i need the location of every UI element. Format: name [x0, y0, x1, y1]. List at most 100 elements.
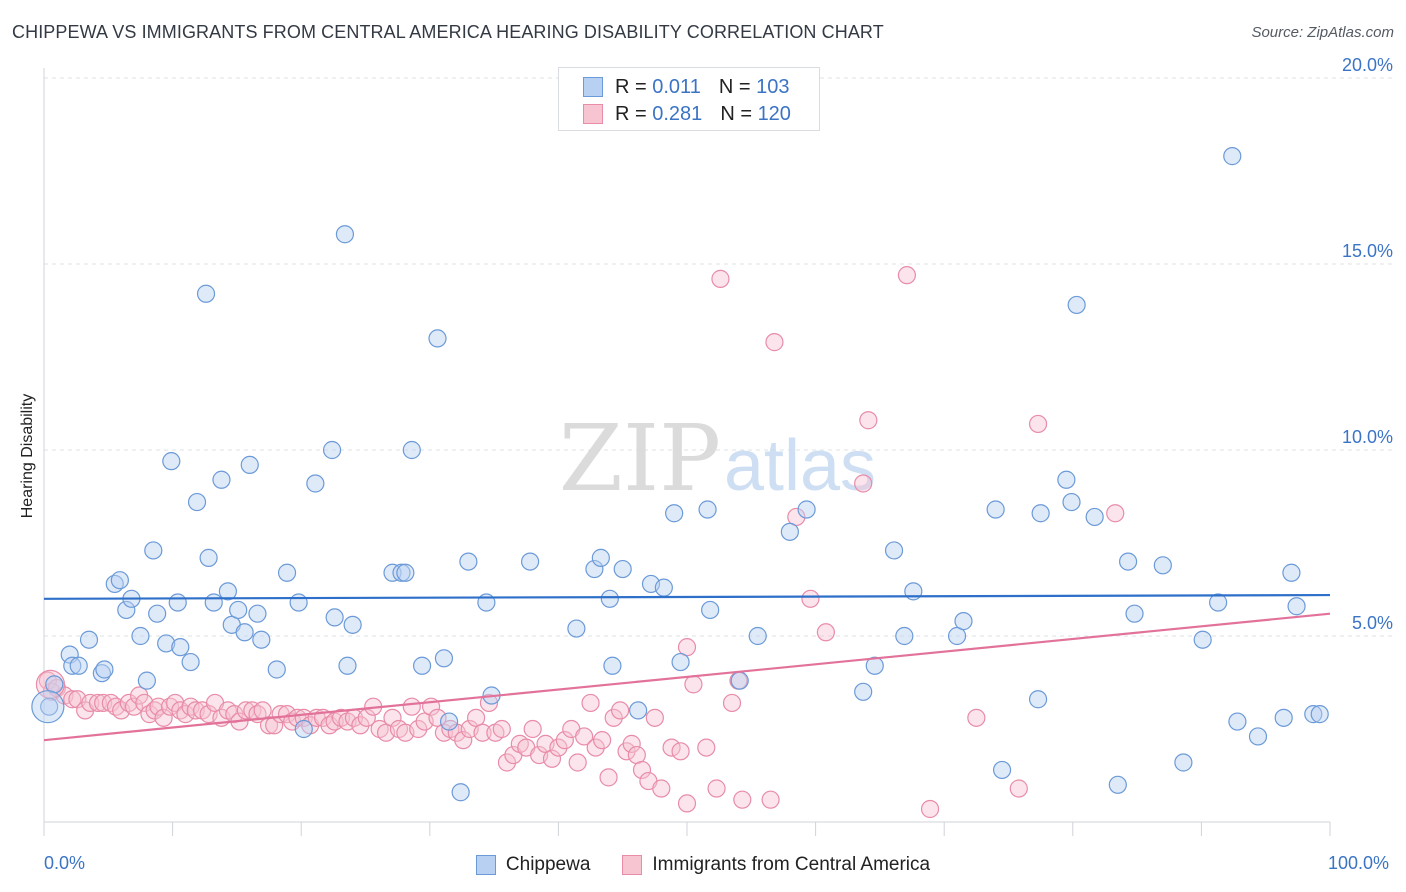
data-point: [1310, 705, 1329, 724]
data-point: [629, 701, 648, 720]
data-point: [722, 693, 742, 713]
data-point: [1304, 705, 1323, 724]
data-point: [117, 600, 136, 620]
correlation-legend: R = 0.011 N = 103 R = 0.281 N = 120: [558, 67, 820, 131]
x-tick-max: 100.0%: [1328, 853, 1390, 873]
data-point: [967, 708, 986, 727]
data-point: [992, 760, 1012, 780]
data-point: [549, 738, 568, 757]
data-point: [677, 794, 697, 813]
data-point: [555, 731, 574, 750]
data-point: [351, 716, 370, 735]
data-point: [1057, 470, 1076, 489]
data-point: [338, 656, 357, 675]
data-point: [897, 266, 917, 285]
chart-title: CHIPPEWA VS IMMIGRANTS FROM CENTRAL AMER…: [12, 22, 884, 42]
data-point: [79, 630, 99, 649]
data-point: [439, 712, 459, 731]
data-point: [671, 742, 690, 761]
data-point: [1287, 597, 1306, 616]
data-point: [110, 571, 129, 590]
data-point: [1009, 779, 1028, 798]
data-point: [1028, 690, 1048, 709]
data-point: [730, 671, 749, 690]
data-point: [157, 634, 176, 653]
series-legend: Chippewa Immigrants from Central America: [0, 852, 1406, 878]
data-point: [600, 589, 619, 608]
data-point: [459, 552, 478, 571]
data-point: [591, 548, 610, 567]
data-point: [701, 600, 720, 620]
data-point: [1028, 414, 1048, 434]
trend-line-chippewa: [43, 593, 1331, 600]
data-point: [604, 708, 623, 727]
data-point: [135, 693, 154, 713]
data-point: [45, 675, 64, 694]
data-point: [954, 612, 973, 631]
watermark-atlas: atlas: [724, 426, 876, 506]
data-point: [568, 753, 587, 772]
data-point: [593, 731, 612, 750]
data-point: [1274, 708, 1293, 727]
data-point: [603, 656, 622, 675]
data-point: [40, 697, 59, 716]
data-point: [306, 474, 325, 493]
data-point: [199, 548, 218, 567]
data-point: [131, 626, 150, 646]
data-point: [497, 753, 517, 772]
data-point: [761, 790, 780, 809]
data-point: [63, 690, 82, 709]
data-point: [645, 708, 664, 727]
data-point: [240, 455, 259, 474]
data-point: [765, 333, 784, 352]
data-point: [383, 708, 402, 727]
legend-row-chippewa: R = 0.011 N = 103: [583, 74, 789, 100]
axes: [43, 68, 1331, 836]
data-point: [854, 682, 873, 701]
data-point: [1209, 593, 1228, 612]
data-point: [204, 593, 223, 612]
data-point: [1062, 492, 1081, 512]
data-point: [671, 652, 690, 672]
legend-n-label: N =: [718, 75, 751, 98]
data-point: [259, 716, 279, 735]
data-point: [343, 615, 362, 634]
data-point: [396, 563, 415, 582]
data-point: [325, 608, 344, 627]
data-point: [816, 623, 835, 642]
data-point: [451, 783, 470, 802]
legend-n-value: 103: [756, 75, 790, 98]
data-point: [392, 563, 411, 582]
data-point: [665, 504, 684, 523]
data-point: [1282, 563, 1301, 582]
data-point: [402, 697, 421, 716]
y-tick-label: 15.0%: [1342, 241, 1393, 261]
data-point: [124, 697, 144, 716]
data-point: [409, 719, 428, 739]
data-point: [523, 719, 542, 739]
data-point: [865, 656, 884, 675]
data-point: [622, 734, 641, 753]
watermark-zip: ZIP: [559, 405, 721, 512]
data-point: [859, 411, 878, 430]
data-point: [187, 492, 207, 512]
data-point: [454, 731, 473, 750]
legend-r-label: R =: [615, 75, 647, 98]
data-point: [521, 552, 540, 571]
data-point: [652, 779, 671, 798]
data-point: [698, 500, 717, 519]
data-point: [581, 693, 600, 713]
data-point: [801, 589, 820, 608]
data-point: [473, 723, 492, 742]
data-point: [920, 799, 940, 819]
data-point: [1085, 507, 1104, 527]
data-point: [162, 452, 181, 471]
data-point: [611, 701, 630, 720]
data-point: [171, 638, 190, 657]
data-point: [780, 522, 799, 541]
data-point: [88, 693, 108, 713]
data-point: [684, 675, 703, 694]
data-point: [267, 660, 286, 679]
data-point: [289, 593, 308, 612]
data-point: [277, 563, 297, 582]
